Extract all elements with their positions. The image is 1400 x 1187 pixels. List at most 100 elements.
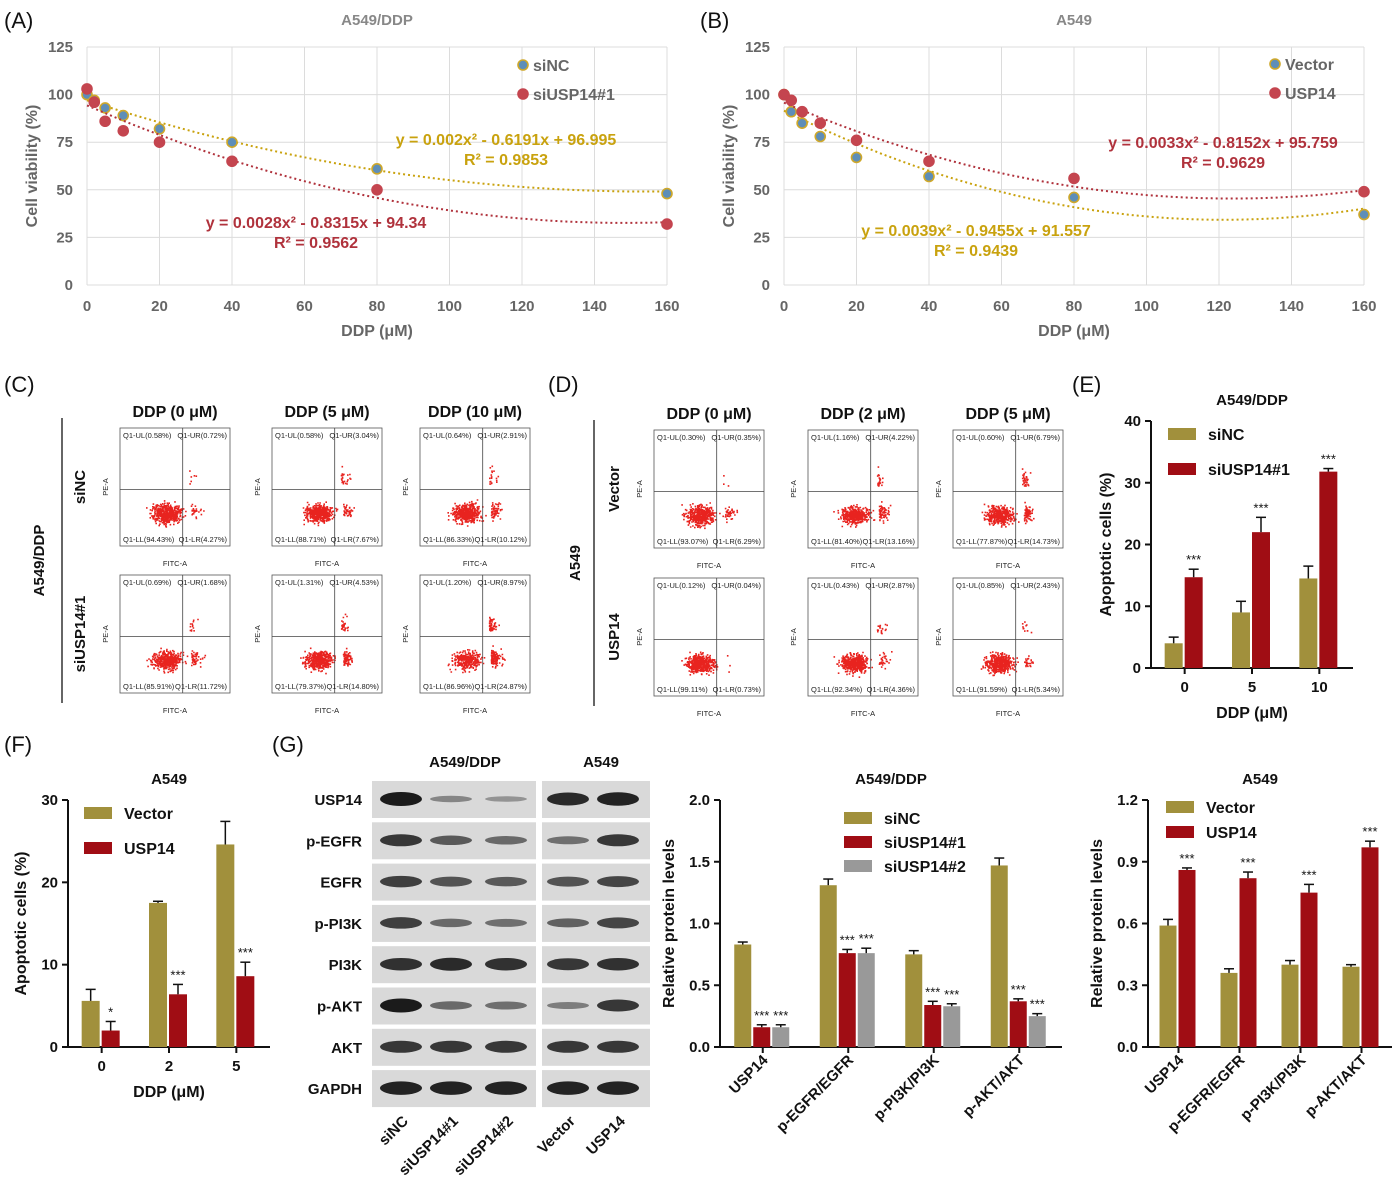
bar-siNC <box>734 944 752 1047</box>
x-tick-label: p-AKT/AKT <box>1302 1052 1371 1121</box>
data-point <box>117 124 130 137</box>
flow-y-label: PE-A <box>101 625 110 643</box>
legend-label: siNC <box>1208 427 1245 444</box>
bar-siUSP14#2 <box>857 953 875 1047</box>
blot-band <box>597 1040 639 1053</box>
x-tick-label: 40 <box>921 298 938 315</box>
plot-frame <box>271 427 383 547</box>
legend-swatch <box>844 860 872 872</box>
quadrant-label: Q1-UR(0.35%) <box>711 433 761 442</box>
quadrant-label: Q1-UL(1.16%) <box>811 433 860 442</box>
y-tick-label: 0 <box>50 1039 58 1056</box>
quadrant-label: Q1-LL(99.11%) <box>657 685 708 694</box>
legend-marker <box>1269 58 1281 70</box>
plot-frame <box>419 427 531 547</box>
quadrant-label: Q1-LR(24.87%) <box>474 682 527 691</box>
blot-band <box>430 835 472 846</box>
x-tick-label: 0 <box>83 298 91 315</box>
blot-band <box>430 918 472 928</box>
quadrant-label: Q1-LL(77.87%) <box>956 537 1008 546</box>
x-tick-label: p-AKT/AKT <box>960 1052 1029 1121</box>
quadrant-label: Q1-LL(81.40%) <box>811 537 863 546</box>
quadrant-label: Q1-LL(85.91%) <box>123 682 175 691</box>
quadrant-label: Q1-UR(6.79%) <box>1010 433 1060 442</box>
y-tick-label: 0.0 <box>689 1039 710 1056</box>
chart-A: A549/DDP 0 20 40 60 80 100 120 140 160 0 25 50 75 100 1… <box>24 12 680 340</box>
data-point <box>1068 172 1080 185</box>
chart-G-549: A549 0.0 0.3 0.6 0.9 1.2 Relative protein leve… <box>1089 771 1392 1136</box>
significance-marker: *** <box>925 984 940 999</box>
y-tick-label: 30 <box>1124 475 1141 492</box>
legend-swatch <box>84 807 112 819</box>
data-point <box>371 184 383 196</box>
bar-Vector <box>1159 925 1177 1047</box>
y-tick-label: 10 <box>41 957 58 974</box>
blot-band <box>430 957 472 971</box>
x-tick-label: 60 <box>296 298 313 315</box>
x-tick-label: 120 <box>509 298 534 315</box>
chart-B: A549 0 20 40 60 80 100 120 140 160 0 25 50 75 100 125 DD… <box>721 12 1377 340</box>
y-tick-label: 0.3 <box>1117 977 1138 994</box>
legend-label: Vector <box>1206 800 1255 817</box>
flow-y-label: PE-A <box>401 625 410 643</box>
bar-siUSP14#1 <box>924 1005 942 1047</box>
blot-band <box>430 1001 472 1010</box>
bar-siUSP14#1 <box>1252 532 1270 668</box>
significance-marker: *** <box>1321 452 1336 467</box>
fit-equation: y = 0.0033x² - 0.8152x + 95.759 <box>1108 135 1338 152</box>
plot-frame <box>271 574 383 694</box>
x-tick-label: 5 <box>1248 679 1256 696</box>
y-tick-label: 30 <box>41 792 58 809</box>
y-tick-label: 75 <box>56 134 73 151</box>
x-tick-label: 80 <box>369 298 386 315</box>
legend-marker <box>517 59 529 71</box>
blot-band <box>597 957 639 971</box>
data-point <box>1358 208 1370 221</box>
legend-label: siUSP14#1 <box>533 87 615 104</box>
quadrant-label: Q1-UR(4.53%) <box>329 578 379 587</box>
x-tick-label: USP14 <box>726 1051 772 1097</box>
legend-swatch <box>84 842 112 854</box>
quadrant-label: Q1-LL(88.71%) <box>275 535 327 544</box>
legend-swatch <box>1168 428 1196 440</box>
significance-marker: *** <box>1030 997 1045 1012</box>
legend-marker <box>1269 87 1281 99</box>
plot-frame <box>119 574 231 694</box>
x-axis-title: DDP (μM) <box>1038 323 1110 340</box>
quadrant-label: Q1-LR(14.80%) <box>326 682 379 691</box>
bar-siUSP14#2 <box>772 1027 790 1047</box>
x-axis-title: DDP (μM) <box>341 323 413 340</box>
flow-y-label: PE-A <box>635 628 644 646</box>
significance-marker: *** <box>754 1008 769 1023</box>
flow-y-label: PE-A <box>253 625 262 643</box>
cell-events <box>833 466 892 528</box>
quadrant-label: Q1-UL(1.31%) <box>275 578 324 587</box>
bar-USP14 <box>1300 892 1318 1047</box>
flow-plot: Q1-UL(0.30%) Q1-UR(0.35%) Q1-LL(93.07%) Q1-… <box>635 429 765 570</box>
data-point <box>796 105 808 118</box>
bar-USP14 <box>101 1030 120 1047</box>
flow-group-label: A549/DDP <box>31 525 48 597</box>
bar-siUSP14#1 <box>838 953 856 1047</box>
cell-events <box>981 468 1035 528</box>
blot-row-label: p-PI3K <box>314 916 362 933</box>
panel-label-a: (A) <box>4 8 33 33</box>
x-tick-label: 120 <box>1206 298 1231 315</box>
chart-western-blot: A549/DDP A549 USP14 p-EGFR EGFR p-PI3K PI3K p-A… <box>306 754 650 1179</box>
bar-siUSP14#2 <box>1028 1016 1046 1047</box>
legend-label: USP14 <box>1206 825 1257 842</box>
x-tick-label: 0 <box>97 1058 105 1075</box>
legend-swatch <box>844 836 872 848</box>
legend-marker <box>517 88 529 100</box>
fit-r2: R² = 0.9853 <box>464 152 548 169</box>
blot-band <box>380 1040 422 1053</box>
chart-title: A549 <box>151 771 187 788</box>
flow-plot: Q1-UL(0.12%) Q1-UR(0.04%) Q1-LL(99.11%) Q1-… <box>635 577 765 718</box>
x-axis-title: DDP (μM) <box>133 1084 205 1101</box>
x-tick-label: p-EGFR/EGFR <box>773 1052 857 1136</box>
significance-marker: *** <box>1011 982 1026 997</box>
y-axis-title: Cell viability (%) <box>721 105 738 228</box>
data-point <box>226 136 238 148</box>
blot-band <box>430 876 472 887</box>
legend-label: Vector <box>1285 57 1334 74</box>
